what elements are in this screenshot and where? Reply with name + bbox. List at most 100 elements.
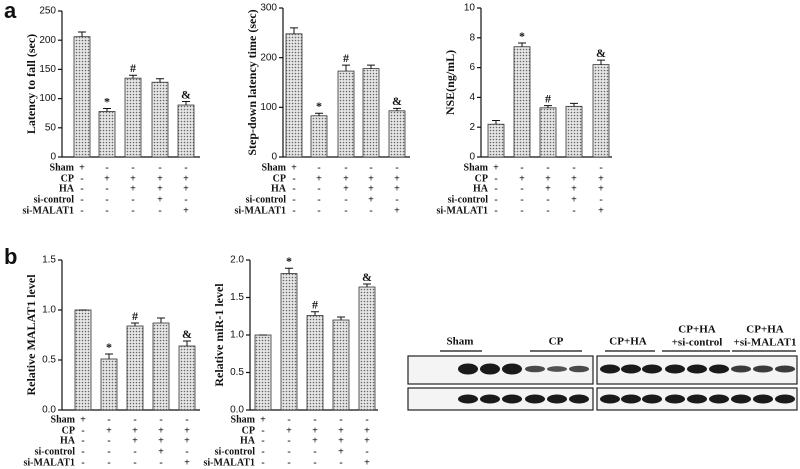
treatment-sign: - [261,435,264,446]
y-tick-label: 8 [469,32,475,43]
treatment-sign: + [184,435,190,446]
treatment-sign: + [158,446,164,457]
blot-band [731,394,751,404]
treatment-sign: + [598,205,604,216]
bar [565,105,583,158]
blot-band [600,364,620,374]
y-tick-label: 2 [469,122,475,133]
blot-band [665,394,685,404]
y-axis-title: Latency to fall (sec) [24,34,38,134]
treatment-label: CP [61,173,74,184]
treatment-sign: + [104,173,110,184]
blot-band [642,364,662,374]
error-bar [367,64,375,69]
treatment-sign: + [260,414,266,425]
y-tick-label: 300 [260,3,277,14]
treatment-sign: + [312,425,318,436]
y-tick-label: 0 [271,152,277,163]
treatment-sign: - [344,205,347,216]
treatment-sign: + [545,173,551,184]
treatment-sign: + [364,435,370,446]
error-bar [182,101,190,106]
significance-mark: # [545,91,551,105]
bar [513,46,531,158]
treatment-sign: + [343,173,349,184]
treatment-sign: + [157,183,163,194]
treatment-label: si-control [35,446,76,457]
blot-band [525,365,545,373]
blot-band [480,394,500,404]
treatment-sign: - [131,205,134,216]
treatment-sign: + [106,425,112,436]
treatment-sign: - [494,173,497,184]
blot-band [709,364,729,374]
treatment-sign: + [394,183,400,194]
blot-box [407,387,594,411]
error-bar [157,317,165,323]
treatment-sign: - [546,194,549,205]
treatment-sign: + [493,162,499,173]
error-bar [78,31,86,37]
treatment-sign: - [494,205,497,216]
treatment-sign: - [313,414,316,425]
error-bar [342,64,350,72]
error-bar [393,107,401,111]
treatment-sign: - [546,162,549,173]
error-bar [131,322,139,326]
y-tick-label: 4 [469,92,475,103]
bar [124,77,142,158]
treatment-sign: + [80,414,86,425]
treatment-sign: + [158,435,164,446]
treatment-sign: + [183,183,189,194]
blot-band [687,364,707,374]
treatment-sign: + [183,173,189,184]
error-bar [105,353,113,359]
treatment-sign: - [131,162,134,173]
treatment-sign: - [287,414,290,425]
bar [126,325,144,411]
bar [254,334,272,411]
bar [280,273,298,411]
y-tick-label: 1.0 [42,305,56,316]
treatment-sign: - [317,162,320,173]
panel-label: a [4,0,17,23]
treatment-label: CP [273,173,286,184]
treatment-sign: - [133,414,136,425]
treatment-sign: - [81,435,84,446]
treatment-label: si-MALAT1 [437,205,488,216]
error-bar [492,119,500,125]
treatment-label: HA [240,435,256,446]
bar [592,64,610,158]
blot-band [480,363,500,375]
y-tick-label: 0.0 [42,405,56,416]
significance-mark: # [343,51,349,65]
treatment-sign: - [131,194,134,205]
treatment-sign: + [132,435,138,446]
significance-mark: # [132,309,138,323]
y-tick-label: 0 [469,152,475,163]
treatment-label: si-MALAT1 [204,457,255,468]
treatment-sign: - [369,205,372,216]
treatment-label: CP [242,425,255,436]
treatment-label: si-control [448,194,489,205]
treatment-sign: - [365,414,368,425]
treatment-sign: + [312,435,318,446]
treatment-sign: - [133,457,136,468]
blot-band [547,366,567,372]
significance-mark: # [312,298,318,312]
bar [539,107,557,158]
treatment-sign: - [494,183,497,194]
y-axis-title: Relative miR-1 level [212,283,226,387]
treatment-sign: + [364,425,370,436]
treatment-sign: + [394,173,400,184]
blot-group-label: +si-control [672,337,723,349]
treatment-sign: - [158,205,161,216]
treatment-label: CP [62,425,75,436]
treatment-sign: - [599,162,602,173]
blot-band [775,365,795,373]
treatment-sign: - [133,446,136,457]
error-bar [363,283,371,287]
y-tick-label: 10 [464,3,476,14]
blot-group-label: CP+HA [746,324,783,336]
blot-group-label: CP+HA [678,324,715,336]
